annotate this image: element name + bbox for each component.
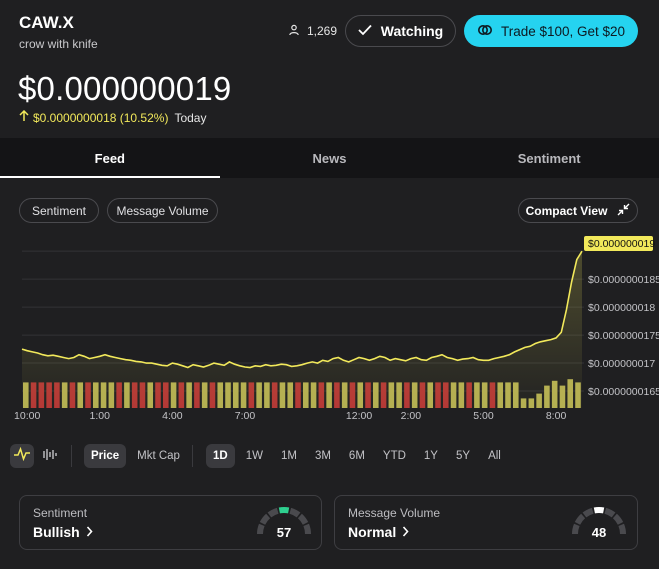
gauge-segment: [297, 513, 309, 525]
message-volume-gauge: 48: [569, 504, 629, 544]
x-tick-label: 1:00: [90, 410, 111, 422]
trade-label: Trade $100, Get $20: [500, 23, 626, 39]
x-tick-label: 10:00: [14, 410, 40, 422]
watching-button[interactable]: Watching: [345, 15, 456, 47]
ticker-symbol: CAW.X: [19, 13, 74, 32]
price-chart[interactable]: $0.0000000185 $0.000000018 $0.0000000175 $0…: [0, 230, 659, 430]
range-6m[interactable]: 6M: [348, 450, 365, 462]
current-price: $0.000000019: [18, 70, 232, 107]
bar-chart-icon: [42, 447, 58, 466]
gauge-segment: [612, 513, 624, 525]
message-volume-card-label: Message Volume: [348, 506, 441, 520]
gauge-segment: [303, 523, 312, 535]
y-tick-label: $0.0000000175: [588, 330, 659, 342]
x-tick-label: 5:00: [473, 410, 494, 422]
compact-view-label: Compact View: [525, 203, 608, 218]
sentiment-card-value: Bullish: [33, 524, 93, 540]
x-tick-label: 2:00: [401, 410, 422, 422]
price-change-value: $0.0000000018 (10.52%): [33, 110, 169, 125]
range-3m[interactable]: 3M: [314, 450, 331, 462]
y-tick-label: $0.0000000185: [588, 274, 659, 286]
gauge-segment: [259, 513, 271, 525]
tab-sentiment[interactable]: Sentiment: [517, 150, 581, 166]
price-change: $0.0000000018 (10.52%) Today: [19, 109, 207, 125]
message-volume-score: 48: [591, 525, 607, 540]
trade-swap-icon: [477, 22, 493, 41]
gauge-segment: [582, 507, 594, 518]
metric-selector: Price Mkt Cap: [84, 444, 187, 468]
price-line: [21, 250, 583, 369]
sentiment-card-label: Sentiment: [33, 506, 88, 520]
range-5y[interactable]: 5Y: [455, 450, 471, 462]
asset-name: crow with knife: [19, 37, 98, 51]
sentiment-gauge: 57: [254, 504, 314, 544]
watcher-count: 1,269: [288, 22, 337, 40]
range-1w[interactable]: 1W: [245, 450, 263, 462]
tab-bar: Feed News Sentiment: [0, 138, 659, 178]
gauge-segment: [256, 523, 265, 535]
x-tick-label: 12:00: [346, 410, 372, 422]
x-tick-label: 7:00: [235, 410, 256, 422]
message-volume-filter-button[interactable]: Message Volume: [107, 198, 218, 223]
range-1d[interactable]: 1D: [206, 444, 235, 468]
range-1y[interactable]: 1Y: [423, 450, 438, 462]
price-area-fill: [22, 251, 582, 408]
y-tick-label: $0.0000000165: [588, 386, 659, 398]
message-volume-card[interactable]: Message Volume Normal 48: [334, 495, 638, 550]
gauge-segment: [289, 507, 301, 518]
tab-news[interactable]: News: [312, 150, 347, 166]
current-price-tag-label: $0.000000019: [588, 238, 655, 250]
compact-view-button[interactable]: Compact View: [518, 198, 638, 223]
metric-price[interactable]: Price: [84, 444, 127, 468]
arrow-up-icon: [19, 109, 29, 125]
line-chart-toggle[interactable]: [10, 444, 34, 468]
message-volume-value-text: Normal: [348, 524, 397, 540]
chart-controls: Price Mkt Cap 1D 1W 1M 3M 6M YTD 1Y 5Y A…: [0, 440, 659, 472]
gauge-segment: [574, 513, 586, 525]
range-1m[interactable]: 1M: [280, 450, 297, 462]
range-selector: 1D 1W 1M 3M 6M YTD 1Y 5Y All: [206, 444, 508, 468]
line-chart-icon: [13, 446, 31, 466]
bar-chart-toggle[interactable]: [38, 444, 62, 468]
range-all[interactable]: All: [488, 450, 501, 462]
watcher-count-value: 1,269: [307, 24, 338, 38]
metric-mkt-cap[interactable]: Mkt Cap: [137, 450, 180, 462]
sentiment-value-text: Bullish: [33, 524, 80, 540]
divider: [71, 445, 72, 467]
divider: [192, 445, 193, 467]
header: CAW.X crow with knife 1,269 Watching Tra…: [0, 0, 659, 138]
message-volume-card-value: Normal: [348, 524, 409, 540]
price-change-period: Today: [174, 110, 207, 125]
checkmark-icon: [358, 23, 372, 39]
trade-button[interactable]: Trade $100, Get $20: [464, 15, 638, 47]
current-price-tag: $0.000000019: [584, 236, 655, 251]
gauge-segment: [618, 523, 627, 535]
x-tick-label: 4:00: [162, 410, 183, 422]
y-tick-label: $0.000000018: [588, 302, 655, 314]
sentiment-score: 57: [276, 525, 292, 540]
gauge-segment: [267, 507, 279, 518]
range-ytd[interactable]: YTD: [382, 450, 406, 462]
x-tick-label: 8:00: [546, 410, 567, 422]
gauge-segment: [571, 523, 580, 535]
sentiment-filter-button[interactable]: Sentiment: [19, 198, 99, 223]
collapse-arrows-icon: [617, 203, 630, 219]
tab-feed[interactable]: Feed: [0, 138, 220, 178]
gauge-segment: [604, 507, 616, 518]
user-icon: [288, 24, 300, 39]
chevron-right-icon: [86, 524, 93, 540]
chevron-right-icon: [402, 524, 409, 540]
sentiment-card[interactable]: Sentiment Bullish 57: [19, 495, 322, 550]
watching-label: Watching: [380, 23, 444, 39]
y-tick-label: $0.000000017: [588, 358, 655, 370]
